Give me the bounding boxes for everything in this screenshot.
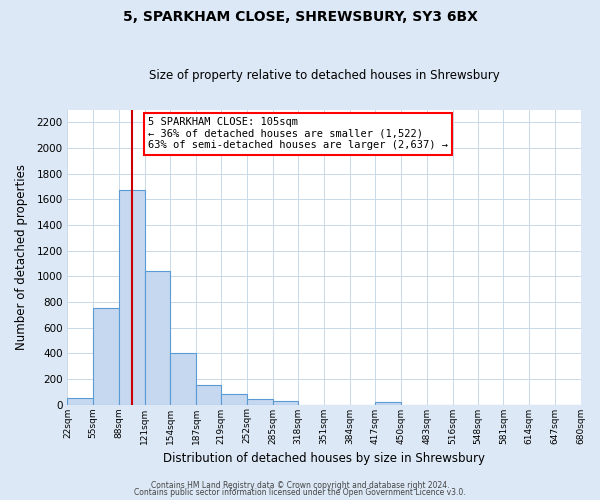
X-axis label: Distribution of detached houses by size in Shrewsbury: Distribution of detached houses by size … — [163, 452, 485, 465]
Text: Contains HM Land Registry data © Crown copyright and database right 2024.: Contains HM Land Registry data © Crown c… — [151, 480, 449, 490]
Y-axis label: Number of detached properties: Number of detached properties — [15, 164, 28, 350]
Bar — [119, 190, 145, 404]
Bar — [67, 398, 93, 404]
Text: 5 SPARKHAM CLOSE: 105sqm
← 36% of detached houses are smaller (1,522)
63% of sem: 5 SPARKHAM CLOSE: 105sqm ← 36% of detach… — [148, 118, 448, 150]
Bar — [93, 308, 119, 404]
Text: 5, SPARKHAM CLOSE, SHREWSBURY, SY3 6BX: 5, SPARKHAM CLOSE, SHREWSBURY, SY3 6BX — [122, 10, 478, 24]
Bar — [376, 402, 401, 404]
Bar — [145, 271, 170, 404]
Title: Size of property relative to detached houses in Shrewsbury: Size of property relative to detached ho… — [149, 69, 499, 82]
Bar — [247, 400, 272, 404]
Bar — [221, 394, 247, 404]
Bar — [272, 402, 298, 404]
Bar — [170, 353, 196, 405]
Text: Contains public sector information licensed under the Open Government Licence v3: Contains public sector information licen… — [134, 488, 466, 497]
Bar — [196, 386, 221, 404]
